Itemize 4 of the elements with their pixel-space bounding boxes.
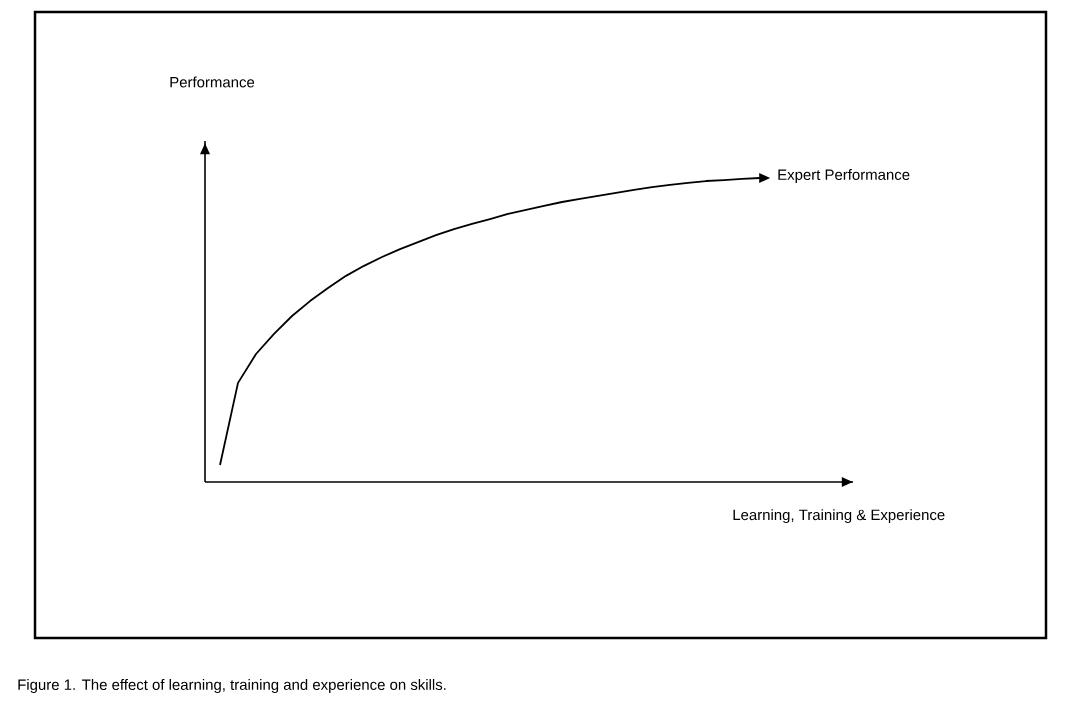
- text: Expert Performance: [778, 169, 910, 183]
- text: Performance: [170, 76, 255, 88]
- caption: Figure 1. The effect of learning, training and experience on skills.: [18, 679, 446, 693]
- x-axis-title: Learning, Training & Experience: [733, 509, 945, 524]
